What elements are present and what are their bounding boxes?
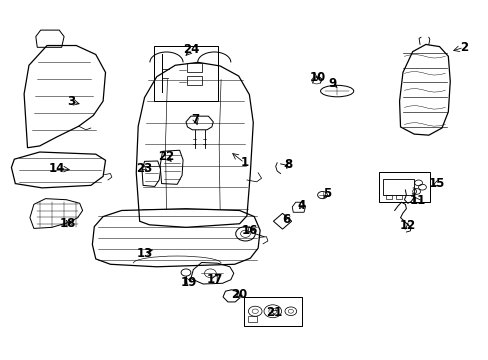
- Text: 5: 5: [323, 187, 331, 200]
- Text: 2: 2: [459, 41, 467, 54]
- Text: 7: 7: [191, 113, 200, 126]
- Text: 10: 10: [309, 71, 325, 84]
- Text: 11: 11: [408, 194, 425, 207]
- Text: 22: 22: [158, 150, 174, 163]
- Bar: [378, 172, 429, 202]
- Text: 18: 18: [60, 217, 76, 230]
- Bar: [395, 195, 401, 199]
- Text: 1: 1: [240, 156, 248, 169]
- Bar: [187, 76, 202, 85]
- Text: 15: 15: [428, 177, 445, 190]
- Text: 16: 16: [242, 224, 258, 237]
- Text: 6: 6: [281, 213, 289, 226]
- Bar: [244, 297, 302, 326]
- Bar: [154, 45, 217, 101]
- Text: 8: 8: [284, 158, 292, 171]
- Bar: [187, 63, 202, 72]
- Text: 20: 20: [231, 288, 247, 301]
- Text: 19: 19: [180, 276, 196, 289]
- Bar: [248, 316, 257, 322]
- Bar: [383, 179, 413, 195]
- Text: 3: 3: [67, 95, 75, 108]
- Text: 24: 24: [183, 42, 199, 55]
- Text: 14: 14: [48, 162, 65, 175]
- Text: 17: 17: [207, 273, 223, 286]
- Text: 12: 12: [399, 219, 415, 233]
- Text: 4: 4: [297, 199, 305, 212]
- Text: 21: 21: [265, 306, 281, 319]
- Text: 13: 13: [136, 247, 152, 260]
- Text: 9: 9: [327, 77, 336, 90]
- Bar: [385, 195, 391, 199]
- Text: 23: 23: [136, 162, 152, 175]
